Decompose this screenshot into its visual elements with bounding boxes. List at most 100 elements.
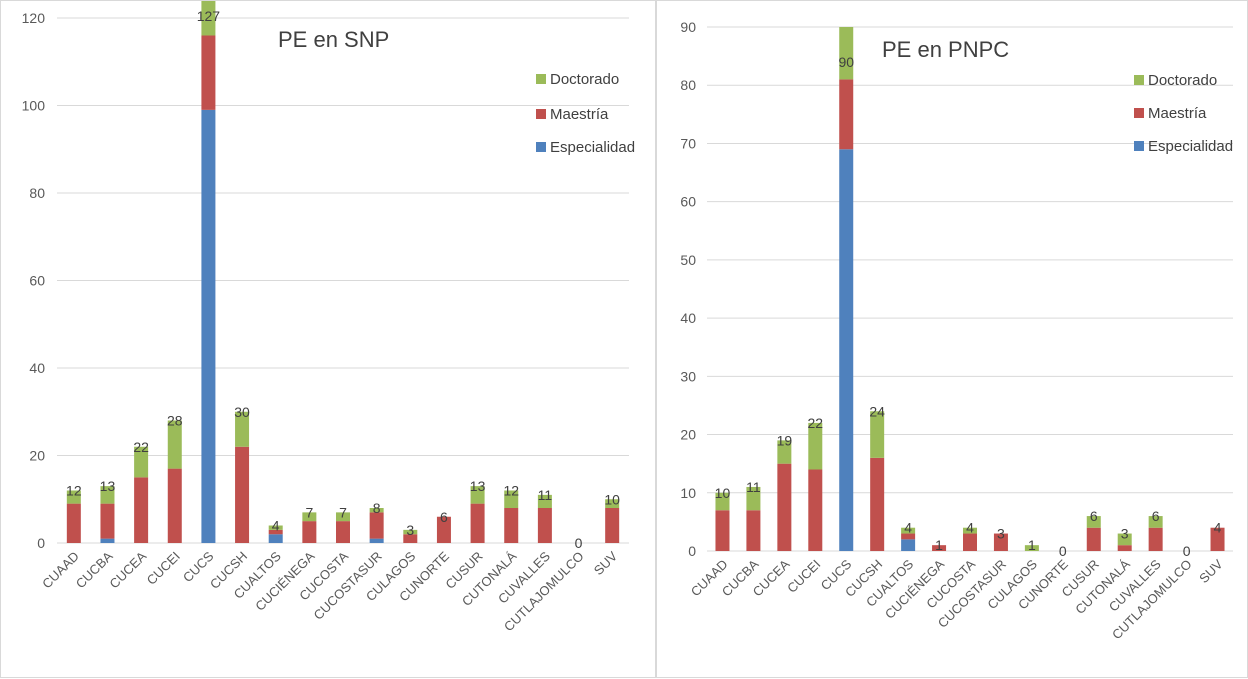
bar-cuaad-maestria (66, 503, 81, 543)
bar-culagos-maestria (403, 534, 418, 543)
data-label-cucostasur: 3 (997, 526, 1005, 542)
data-label-cuaad: 10 (715, 485, 731, 501)
chart-panel-pnpc: 0 10 20 30 40 50 60 70 80 90 10 CUAAD 11 CUCBA 19 CUCEA… (656, 0, 1248, 678)
bar-cucba-maestria (100, 503, 115, 539)
bar-cucs-maestria (839, 79, 854, 150)
data-label-cutlajomulco: 0 (1183, 543, 1191, 559)
data-label-cutlajomulco: 0 (575, 535, 583, 551)
data-label-suv: 4 (1214, 520, 1222, 536)
x-tick-label-suv: SUV (591, 548, 621, 578)
bar-cuaad-doctorado (715, 492, 730, 511)
y-tick-label-20: 20 (29, 448, 45, 464)
bar-cucba-maestria (746, 510, 761, 551)
data-label-cusur: 13 (470, 478, 486, 494)
bar-cucosta-doctorado (963, 527, 977, 534)
data-label-cucei: 28 (167, 413, 183, 429)
bar-cuvalles-maestria (537, 508, 552, 543)
bar-cucs-maestria (201, 35, 216, 110)
bar-cusur-maestria (470, 503, 485, 543)
data-label-cualtos: 4 (904, 520, 912, 536)
bar-cucs-especialidad (839, 149, 854, 551)
bar-cualtos-maestria (268, 529, 283, 535)
data-label-cucba: 13 (100, 478, 116, 494)
legend-swatch-doctorado (536, 74, 546, 84)
bar-cutonala-doctorado (1117, 533, 1132, 546)
legend-label-doctorado: Doctorado (550, 71, 619, 88)
data-label-cuaad: 12 (66, 483, 82, 499)
bar-cutonala-maestria (504, 508, 519, 543)
bar-cunorte-maestria (436, 516, 451, 543)
bar-cualtos-especialidad (268, 534, 283, 543)
y-tick-label-120: 120 (22, 10, 46, 26)
y-tick-label-90: 90 (680, 19, 696, 35)
data-label-cucs: 90 (838, 54, 854, 70)
bar-cuvalles-doctorado (537, 494, 552, 508)
y-tick-label-70: 70 (680, 135, 696, 151)
bar-suv-maestria (605, 508, 620, 543)
bar-cualtos-maestria (901, 533, 916, 540)
legend-label-maestria: Maestría (1148, 105, 1207, 122)
data-label-cucba: 11 (746, 479, 761, 495)
y-tick-label-60: 60 (680, 194, 696, 210)
legend-swatch-doctorado (1134, 75, 1144, 85)
bar-cucsh-maestria (235, 446, 250, 543)
bar-cucostasur-maestria (993, 533, 1008, 551)
data-label-culagos: 1 (1028, 537, 1036, 553)
legend-label-maestria: Maestría (550, 106, 609, 123)
legend-swatch-especialidad (1134, 141, 1144, 151)
bar-culagos-doctorado (1024, 545, 1039, 551)
data-label-cuvalles: 11 (538, 487, 553, 503)
data-label-suv: 10 (604, 491, 620, 507)
bar-cucs-doctorado (201, 1, 216, 36)
bar-cucsh-doctorado (235, 411, 250, 447)
data-label-cunorte: 6 (440, 509, 448, 525)
y-tick-label-30: 30 (680, 368, 696, 384)
data-label-cucienega: 7 (305, 504, 313, 520)
bar-cucsh-maestria (870, 457, 885, 551)
bar-cucba-especialidad (100, 538, 115, 543)
data-label-cucosta: 4 (966, 520, 974, 536)
bar-cucea-maestria (134, 477, 149, 543)
y-tick-label-0: 0 (688, 543, 696, 559)
chart-panel-snp: 0 20 40 60 80 100 120 12 CUAAD 13 CUCBA 22 CUCEA 28 CU… (0, 0, 656, 678)
data-label-cunorte: 0 (1059, 543, 1067, 559)
y-tick-label-50: 50 (680, 252, 696, 268)
data-label-cualtos: 4 (272, 518, 280, 534)
legend-label-especialidad: Especialidad (550, 139, 635, 156)
y-tick-label-0: 0 (37, 535, 45, 551)
y-tick-label-20: 20 (680, 427, 696, 443)
y-tick-label-40: 40 (29, 360, 45, 376)
bar-cucienega-maestria (932, 545, 947, 551)
bar-cucei-maestria (808, 469, 823, 551)
bar-cucea-doctorado (777, 440, 792, 464)
bar-culagos-doctorado (403, 529, 418, 535)
data-label-cucosta: 7 (339, 504, 347, 520)
bar-cusur-maestria (1086, 527, 1101, 551)
bar-cucosta-doctorado (336, 512, 350, 522)
data-label-cuvalles: 6 (1152, 508, 1160, 524)
y-tick-label-40: 40 (680, 310, 696, 326)
bar-cucba-doctorado (746, 486, 761, 511)
bar-cucs-especialidad (201, 109, 216, 543)
bar-cualtos-especialidad (901, 539, 916, 551)
bar-cucea-doctorado (134, 446, 149, 478)
bar-cucostasur-doctorado (369, 508, 384, 513)
y-tick-label-100: 100 (22, 98, 46, 114)
bar-suv-maestria (1210, 527, 1225, 551)
bar-cucba-doctorado (100, 486, 115, 504)
bar-cuvalles-maestria (1148, 527, 1163, 551)
y-tick-label-60: 60 (29, 273, 45, 289)
bar-cutonala-doctorado (504, 490, 519, 508)
x-tick-label-suv: SUV (1196, 556, 1226, 586)
legend-swatch-maestria (536, 109, 546, 119)
bar-cucostasur-maestria (369, 512, 384, 539)
data-label-cucsh: 24 (869, 403, 885, 419)
bar-cucosta-maestria (336, 521, 350, 543)
legend-label-doctorado: Doctorado (1148, 72, 1217, 89)
bar-cuaad-maestria (715, 510, 730, 551)
bar-cusur-doctorado (1086, 516, 1101, 528)
data-label-cucea: 22 (133, 439, 149, 455)
x-tick-label-cuaad: CUAAD (39, 549, 82, 592)
data-label-cucea: 19 (777, 432, 793, 448)
bar-cucea-maestria (777, 463, 792, 551)
